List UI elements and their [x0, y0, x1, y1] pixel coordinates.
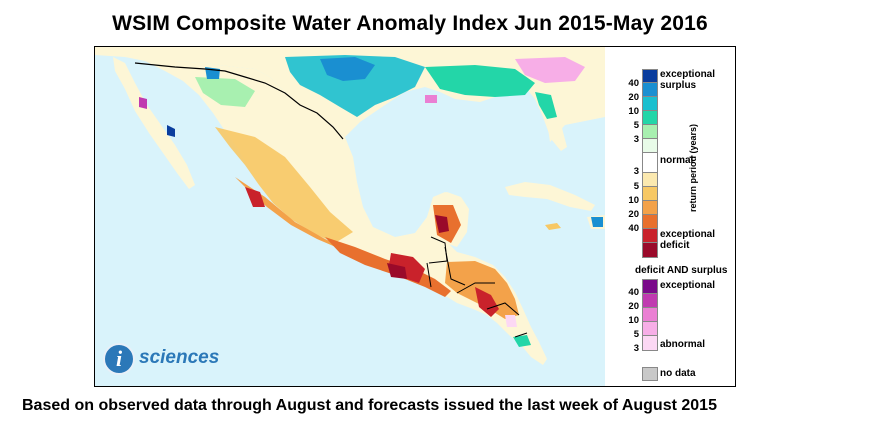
land-baja [113, 57, 195, 189]
deficit-zone-guatemala [389, 253, 425, 283]
border-guatemala-belize [428, 236, 448, 264]
surplus-zone-chihuahua [195, 77, 255, 107]
both-zone-southeast-us [515, 57, 585, 83]
legend-deficit-bottom: deficit [660, 240, 690, 251]
anomaly-map [95, 47, 605, 386]
surplus-zone-baja [167, 125, 175, 137]
both-zone-costa-rica [505, 315, 517, 327]
both-zone-cuba [425, 95, 437, 103]
legend-swatch-normal [642, 152, 658, 174]
surplus-zone-texas-high [320, 57, 375, 81]
legend-tick-surplus-1: 20 [628, 92, 639, 103]
legend-tick-both-2: 10 [628, 315, 639, 326]
legend-deficit-top: exceptional [660, 229, 716, 240]
surplus-zone-panama [513, 335, 531, 347]
isciences-logo: i sciences [103, 343, 243, 381]
surplus-zone-gulf-coast [425, 65, 535, 97]
land-jamaica [545, 223, 561, 230]
legend-swatch-both-4 [642, 335, 658, 351]
land-florida [525, 87, 567, 151]
surplus-zone-texas [285, 55, 425, 117]
legend: return period (years) 40 20 10 5 3 3 5 10 20 40 40… [605, 47, 735, 386]
legend-swatch-nodata [642, 367, 658, 381]
border-central-america [426, 246, 528, 338]
legend-both-title: deficit AND surplus [635, 265, 728, 276]
both-zone-baja [139, 97, 147, 109]
deficit-zone-sinaloa [245, 187, 265, 207]
legend-tick-deficit-4: 40 [628, 223, 639, 234]
logo-i-icon: i [103, 343, 135, 375]
legend-swatch-deficit-5 [642, 242, 658, 258]
deficit-zone-oaxaca [387, 263, 407, 279]
legend-tick-deficit-0: 3 [633, 166, 639, 177]
surplus-zone-florida [535, 92, 557, 119]
logo-text: sciences [139, 347, 220, 368]
legend-axis-label: return period (years) [688, 123, 698, 212]
deficit-zone-south [325, 237, 451, 297]
legend-surplus-bottom: surplus [660, 80, 697, 91]
deficit-zone-yucatan-core [435, 215, 449, 233]
legend-both-bottom: abnormal [660, 339, 706, 350]
map-frame: i sciences return period (years) 40 20 10 5… [94, 46, 736, 387]
caption: Based on observed data through August an… [22, 397, 717, 414]
legend-tick-deficit-3: 20 [628, 209, 639, 220]
page-title: WSIM Composite Water Anomaly Index Jun 2… [112, 12, 708, 35]
legend-tick-surplus-2: 10 [628, 106, 639, 117]
legend-tick-surplus-4: 3 [633, 134, 639, 145]
legend-tick-both-0: 40 [628, 287, 639, 298]
land-cuba [505, 182, 595, 211]
legend-tick-surplus-3: 5 [633, 120, 639, 131]
legend-tick-both-3: 5 [633, 329, 639, 340]
surplus-zone-hispaniola [591, 217, 603, 227]
legend-surplus-top: exceptional [660, 69, 716, 80]
deficit-zone-nicaragua [475, 287, 499, 317]
deficit-zone-central-mexico [215, 127, 353, 243]
legend-normal: normal [660, 155, 694, 166]
legend-nodata: no data [660, 368, 696, 379]
legend-tick-deficit-2: 10 [628, 195, 639, 206]
border-us-mexico [134, 62, 344, 140]
legend-tick-deficit-1: 5 [633, 181, 639, 192]
legend-both-top: exceptional [660, 280, 716, 291]
legend-tick-surplus-0: 40 [628, 78, 639, 89]
legend-tick-both-1: 20 [628, 301, 639, 312]
legend-tick-both-4: 3 [633, 343, 639, 354]
